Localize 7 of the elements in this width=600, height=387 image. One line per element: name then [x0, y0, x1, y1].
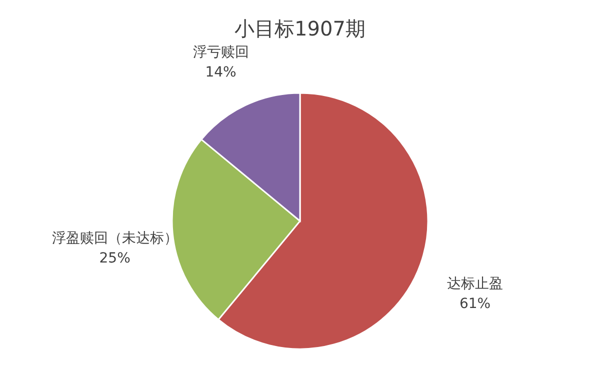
data-label: 14%: [205, 64, 236, 81]
data-label: 61%: [459, 296, 491, 312]
slice-label: 达标止盈: [447, 276, 504, 292]
slice-label: 浮盈赎回（未达标）: [52, 230, 178, 247]
chart-title: 小目标1907期: [234, 16, 366, 41]
data-label: 25%: [99, 250, 130, 267]
slice-label: 浮亏赎回: [192, 44, 249, 61]
